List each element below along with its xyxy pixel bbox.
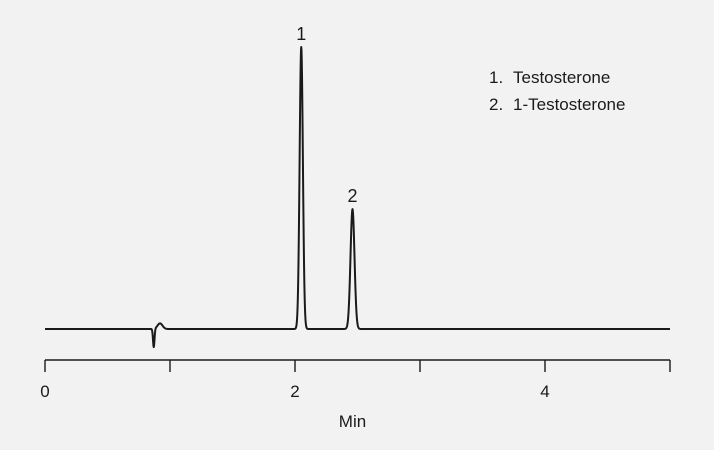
x-tick-label: 4 bbox=[540, 382, 549, 401]
x-axis-label: Min bbox=[339, 412, 366, 431]
peak-label: 1 bbox=[296, 24, 306, 44]
legend-item-2: 2. 1-Testosterone bbox=[489, 91, 625, 118]
x-tick-label: 2 bbox=[290, 382, 299, 401]
legend-text: 1-Testosterone bbox=[513, 95, 626, 114]
legend-number: 2. bbox=[489, 95, 504, 114]
series-line bbox=[44, 46, 671, 349]
trace-group bbox=[44, 46, 671, 349]
legend: 1. Testosterone 2. 1-Testosterone bbox=[489, 64, 625, 118]
x-tick-label: 0 bbox=[40, 382, 49, 401]
x-axis: 0 2 4 Min bbox=[40, 359, 671, 431]
peak-label: 2 bbox=[347, 186, 357, 206]
legend-text: Testosterone bbox=[513, 68, 611, 87]
peak-labels: 12 bbox=[296, 24, 357, 206]
legend-item-1: 1. Testosterone bbox=[489, 64, 625, 91]
legend-number: 1. bbox=[489, 68, 504, 87]
